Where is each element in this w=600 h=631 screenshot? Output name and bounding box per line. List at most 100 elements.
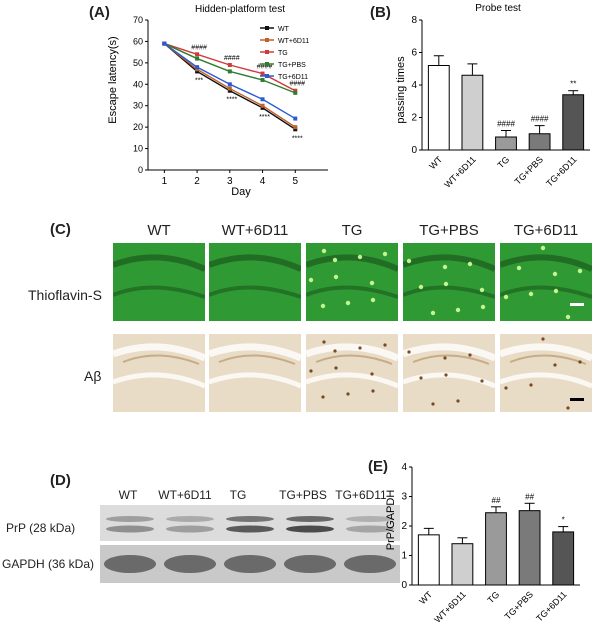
prp-band [106, 525, 154, 533]
chart-e-ytick-label: 4 [401, 462, 407, 473]
chart-a-point [227, 88, 232, 93]
plaque-spot [369, 280, 375, 286]
plaque-deposit [468, 353, 472, 357]
plaque-deposit [383, 343, 387, 347]
chart-a-legend-label: TG+6D11 [278, 74, 308, 81]
hippocampus-band [209, 343, 301, 362]
hippocampus-band [500, 254, 592, 272]
blot-col-tg: TG [229, 488, 247, 502]
plaque-spot [418, 284, 424, 290]
chart-b-bar [427, 65, 450, 151]
chart-b-category-label: WT+6D11 [442, 154, 477, 189]
histology-row-thioflavin: Thioflavin-S [28, 287, 102, 303]
abeta-micrograph [403, 334, 495, 412]
hippocampus-band [306, 254, 398, 272]
hippocampus-band [403, 254, 495, 272]
plaque-deposit [443, 356, 447, 360]
chart-a-legend-label: WT [278, 26, 290, 33]
hippocampus-band [113, 285, 205, 299]
hippocampus-layer [122, 354, 200, 365]
chart-a-point [293, 88, 298, 93]
plaque-deposit [553, 363, 557, 367]
chart-a-annotation-top: #### [191, 44, 207, 51]
blot-col-tg-pbs: TG+PBS [279, 488, 327, 502]
hippocampus-band [403, 372, 495, 389]
prp-band [226, 516, 274, 522]
chart-a-ytick-label: 30 [133, 101, 143, 111]
chart-b-bar [528, 133, 551, 151]
histology-col-tg: TG [341, 222, 363, 239]
plaque-spot [528, 291, 534, 297]
chart-a-title: Hidden-platform test [195, 4, 285, 15]
plaque-spot [357, 254, 363, 260]
chart-a-point [227, 63, 232, 67]
chart-b-category-label: WT [427, 154, 444, 171]
hippocampus-band [209, 372, 301, 389]
chart-e-category-label: TG [486, 589, 502, 605]
hippocampus-band [113, 343, 205, 362]
chart-a-legend-marker [265, 50, 269, 54]
chart-e-category-label: TG+6D11 [534, 589, 568, 623]
chart-a-point [260, 97, 265, 102]
blot-row-prp: PrP (28 kDa) [6, 521, 76, 535]
hippocampus-band [113, 372, 205, 389]
prp-band [106, 516, 154, 522]
chart-a-annotation-top: #### [257, 64, 273, 71]
hippocampus-band [403, 343, 495, 362]
histology-col-tg-pbs: TG+PBS [419, 222, 479, 239]
plaque-deposit [371, 389, 375, 393]
chart-a-ytick-label: 50 [133, 58, 143, 68]
chart-a-ylabel: Escape latency(s) [107, 36, 119, 123]
chart-e-bar [518, 510, 541, 586]
chart-e-ytick-label: 1 [401, 551, 407, 562]
panel-label-d: (D) [50, 472, 71, 489]
plaque-spot [553, 288, 559, 294]
chart-a-xtick-label: 5 [292, 176, 298, 187]
chart-a-point [293, 90, 298, 95]
chart-b-ytick-label: 6 [411, 48, 417, 59]
prp-band [226, 525, 274, 533]
plaque-spot [406, 258, 412, 264]
chart-b-title: Probe test [475, 3, 521, 14]
chart-b-category-label: TG [496, 154, 512, 170]
plaque-spot [443, 281, 449, 287]
plaque-deposit [309, 369, 313, 373]
hippocampus-layer [218, 354, 296, 365]
chart-a-annotation-top: #### [224, 55, 240, 62]
plaque-spot [308, 277, 314, 283]
prp-band [346, 525, 394, 533]
hippocampus-band [306, 285, 398, 299]
hippocampus-band [306, 343, 398, 362]
histology-col-wt-6d11: WT+6D11 [221, 222, 289, 239]
plaque-deposit [321, 395, 325, 399]
plaque-deposit [504, 386, 508, 390]
plaque-deposit [431, 402, 435, 406]
chart-b-annotation: #### [497, 120, 515, 129]
plaque-deposit [407, 350, 411, 354]
chart-e-category-label: TG+PBS [503, 589, 535, 621]
chart-a-xtick-label: 2 [194, 176, 200, 187]
panel-label-a: (A) [89, 4, 110, 21]
plaque-deposit [419, 376, 423, 380]
chart-a-point [227, 86, 232, 91]
chart-b-bar [562, 94, 585, 151]
chart-a-legend-marker [265, 38, 269, 42]
blot-col-wt: WT [118, 488, 138, 502]
prp-band [286, 525, 334, 533]
plaque-deposit [541, 337, 545, 341]
chart-a-ytick-label: 40 [133, 79, 143, 89]
chart-e-category-label: WT [417, 589, 434, 606]
chart-a-point [260, 105, 265, 110]
chart-a-annotation-bottom: **** [259, 114, 270, 121]
chart-a-point [293, 127, 298, 132]
plaque-spot [382, 251, 388, 257]
plaque-deposit [480, 379, 484, 383]
chart-b-ytick-label: 4 [411, 80, 417, 91]
plaque-spot [516, 265, 522, 271]
chart-e-bar [417, 534, 440, 586]
chart-e-annotation: * [562, 516, 565, 525]
plaque-spot [479, 287, 485, 293]
chart-e-bar [485, 512, 507, 586]
plaque-deposit [566, 406, 570, 410]
chart-a-point [260, 78, 265, 82]
